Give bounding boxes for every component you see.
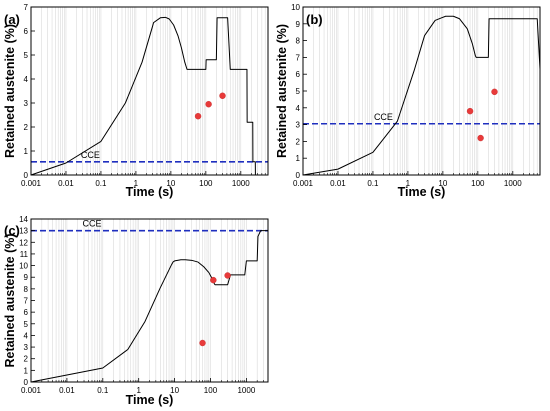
y-tick-label: 5 bbox=[24, 51, 29, 60]
x-tick-label: 0.01 bbox=[58, 179, 74, 188]
data-point bbox=[205, 100, 212, 108]
y-tick-label: 1 bbox=[296, 154, 301, 163]
simulated-curve bbox=[30, 16, 258, 176]
y-tick-label: 3 bbox=[24, 343, 29, 352]
x-tick-label: 10 bbox=[166, 179, 175, 188]
y-tick-label: 0 bbox=[24, 171, 29, 180]
x-tick-label: 1 bbox=[134, 179, 139, 188]
y-axis-title: Retained austenite (%) bbox=[3, 24, 17, 158]
data-point bbox=[224, 272, 231, 279]
plot-frame bbox=[30, 6, 269, 176]
x-tick-label: 100 bbox=[471, 179, 485, 188]
x-tick-label: 0.001 bbox=[21, 179, 42, 188]
x-tick-label: 1000 bbox=[237, 386, 255, 395]
panel-a: CCE 0.001 0.01 0.1 1 10 100 1000 0 1 2 3 4 5 6 7 Time (s… bbox=[3, 3, 269, 199]
cce-label: CCE bbox=[374, 112, 393, 122]
grid bbox=[313, 7, 538, 175]
y-tick-label: 4 bbox=[24, 75, 29, 84]
x-tick-label: 0.1 bbox=[95, 179, 107, 188]
panel-letter: (a) bbox=[4, 12, 20, 27]
x-tick-label: 1000 bbox=[232, 179, 250, 188]
y-tick-label: 13 bbox=[19, 227, 28, 236]
y-tick-label: 10 bbox=[19, 262, 28, 271]
y-tick-label: 5 bbox=[296, 87, 301, 96]
panel-letter: (c) bbox=[4, 223, 20, 238]
x-axis-title: Time (s) bbox=[126, 185, 174, 199]
x-tick-label: 1 bbox=[406, 179, 411, 188]
y-tick-label: 14 bbox=[19, 215, 28, 224]
y-tick-label: 8 bbox=[296, 37, 301, 46]
y-tick-label: 11 bbox=[20, 250, 29, 259]
y-tick-label: 4 bbox=[24, 331, 29, 340]
data-point bbox=[199, 339, 206, 347]
panel-letter: (b) bbox=[306, 12, 323, 27]
x-tick-label: 100 bbox=[199, 179, 213, 188]
y-tick-label: 1 bbox=[24, 147, 29, 156]
data-point bbox=[477, 134, 484, 142]
cce-label: CCE bbox=[82, 219, 101, 229]
y-tick-label: 2 bbox=[296, 137, 301, 146]
y-tick-label: 9 bbox=[24, 273, 29, 282]
y-tick-label: 6 bbox=[24, 27, 29, 36]
y-tick-label: 7 bbox=[24, 297, 29, 306]
y-tick-label: 0 bbox=[296, 171, 301, 180]
y-tick-label: 6 bbox=[296, 70, 301, 79]
y-axis-title: Retained austenite (%) bbox=[275, 24, 289, 158]
y-tick-label: 2 bbox=[24, 355, 29, 364]
y-tick-label: 10 bbox=[291, 3, 300, 12]
x-tick-label: 0.01 bbox=[59, 386, 75, 395]
x-tick-label: 0.001 bbox=[293, 179, 314, 188]
x-tick-label: 10 bbox=[170, 386, 179, 395]
data-point bbox=[491, 88, 498, 96]
x-tick-label: 1 bbox=[136, 386, 141, 395]
plot-frame bbox=[302, 6, 541, 176]
x-axis-title: Time (s) bbox=[126, 393, 174, 407]
grid bbox=[41, 7, 266, 175]
data-point bbox=[210, 276, 217, 284]
data-point bbox=[194, 112, 202, 120]
x-tick-label: 1000 bbox=[504, 179, 522, 188]
y-tick-label: 5 bbox=[24, 320, 29, 329]
x-tick-label: 0.1 bbox=[97, 386, 109, 395]
y-tick-label: 8 bbox=[24, 285, 29, 294]
x-tick-label: 0.01 bbox=[330, 179, 346, 188]
y-tick-label: 1 bbox=[24, 366, 29, 375]
x-tick-label: 0.001 bbox=[21, 386, 42, 395]
y-tick-label: 2 bbox=[24, 123, 29, 132]
x-tick-label: 10 bbox=[438, 179, 447, 188]
y-tick-label: 3 bbox=[24, 99, 29, 108]
y-tick-label: 0 bbox=[24, 378, 29, 387]
simulated-curve bbox=[30, 230, 268, 383]
grid bbox=[41, 219, 264, 382]
y-tick-label: 7 bbox=[296, 53, 301, 62]
y-tick-label: 4 bbox=[296, 104, 301, 113]
y-tick-label: 12 bbox=[19, 238, 28, 247]
data-point bbox=[219, 92, 226, 100]
y-tick-label: 7 bbox=[24, 3, 29, 12]
simulated-curve bbox=[302, 15, 541, 176]
y-tick-label: 9 bbox=[296, 20, 301, 29]
y-tick-label: 3 bbox=[296, 121, 301, 130]
cce-label: CCE bbox=[81, 150, 100, 160]
y-axis-title: Retained austenite (%) bbox=[3, 233, 17, 367]
x-tick-label: 0.1 bbox=[367, 179, 379, 188]
x-tick-label: 100 bbox=[204, 386, 218, 395]
x-axis-title: Time (s) bbox=[398, 185, 446, 199]
data-point bbox=[466, 107, 474, 115]
y-tick-label: 6 bbox=[24, 308, 29, 317]
